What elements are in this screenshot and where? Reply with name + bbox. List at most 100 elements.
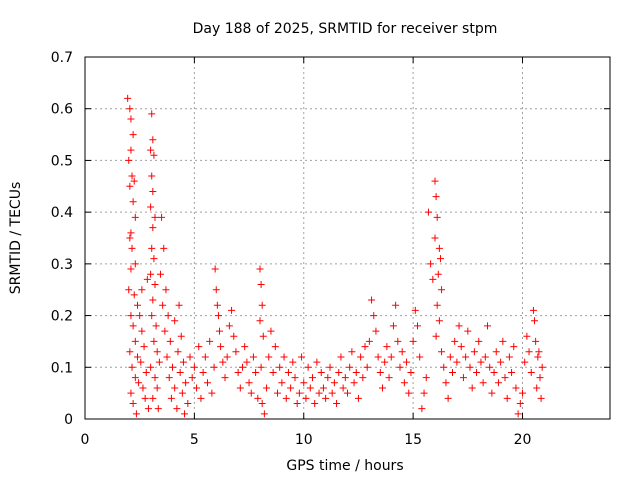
data-point xyxy=(195,343,203,351)
data-points xyxy=(124,94,546,418)
data-point xyxy=(274,389,281,397)
data-point xyxy=(213,301,221,309)
data-point xyxy=(451,337,459,345)
grid-lines xyxy=(85,57,610,419)
data-point xyxy=(140,343,148,351)
data-point xyxy=(497,358,505,366)
data-point xyxy=(403,358,411,366)
data-point xyxy=(137,358,145,366)
data-point xyxy=(184,399,192,407)
y-tick-label: 0.4 xyxy=(51,205,73,221)
data-point xyxy=(249,353,257,361)
data-point xyxy=(514,410,522,418)
data-point xyxy=(337,353,345,361)
data-point xyxy=(216,327,224,335)
data-point xyxy=(510,343,518,351)
data-point xyxy=(508,368,516,376)
data-point xyxy=(236,384,244,392)
data-point xyxy=(130,291,138,299)
data-point xyxy=(148,172,156,180)
data-point xyxy=(438,348,446,356)
data-point xyxy=(512,384,520,392)
data-point xyxy=(333,399,341,407)
data-point xyxy=(129,322,137,330)
data-point xyxy=(247,389,255,397)
y-tick-label: 0.7 xyxy=(51,50,73,66)
data-point xyxy=(125,156,133,164)
data-point xyxy=(315,389,323,397)
data-point xyxy=(429,275,437,283)
data-point xyxy=(260,410,268,418)
data-point xyxy=(257,281,265,289)
y-tick-label: 0.3 xyxy=(51,257,73,273)
data-point xyxy=(169,363,176,371)
data-point xyxy=(206,337,214,345)
y-tick-label: 0 xyxy=(64,412,73,428)
data-point xyxy=(499,337,507,345)
data-point xyxy=(335,368,343,376)
data-point xyxy=(434,270,442,278)
data-point xyxy=(225,322,233,330)
data-point xyxy=(459,374,467,382)
data-point xyxy=(453,358,461,366)
data-point xyxy=(179,358,187,366)
data-point xyxy=(466,363,474,371)
data-point xyxy=(221,374,229,382)
data-point xyxy=(432,193,440,201)
data-point xyxy=(295,389,303,397)
data-point xyxy=(127,115,135,123)
data-point xyxy=(181,410,189,418)
data-point xyxy=(175,301,183,309)
chart-title: Day 188 of 2025, SRMTID for receiver stp… xyxy=(193,21,498,37)
data-point xyxy=(147,203,155,211)
data-point xyxy=(534,353,542,361)
data-point xyxy=(138,286,146,294)
data-point xyxy=(173,405,181,413)
data-point xyxy=(470,348,478,356)
data-point xyxy=(126,105,134,113)
data-point xyxy=(527,368,535,376)
data-point xyxy=(389,322,397,330)
data-point xyxy=(432,332,440,340)
data-point xyxy=(199,368,207,376)
data-point xyxy=(464,327,472,335)
data-point xyxy=(516,399,524,407)
data-point xyxy=(330,379,338,387)
data-point xyxy=(217,343,225,351)
data-point xyxy=(232,348,240,356)
data-point xyxy=(431,234,439,242)
data-point xyxy=(276,363,284,371)
data-point xyxy=(311,399,319,407)
y-tick-label: 0.1 xyxy=(51,360,73,376)
data-point xyxy=(368,296,376,304)
data-point xyxy=(144,405,152,413)
data-point xyxy=(167,394,175,402)
data-point xyxy=(131,260,139,268)
data-point xyxy=(134,301,141,309)
data-point xyxy=(370,312,378,320)
data-point xyxy=(128,172,136,180)
data-point xyxy=(319,384,327,392)
data-point xyxy=(529,306,537,314)
data-point xyxy=(126,234,134,242)
data-point xyxy=(304,363,312,371)
data-point xyxy=(128,363,136,371)
data-point xyxy=(409,337,417,345)
data-point xyxy=(479,379,487,387)
data-point xyxy=(394,337,402,345)
data-point xyxy=(269,368,277,376)
data-point xyxy=(165,374,173,382)
data-point xyxy=(280,353,288,361)
data-point xyxy=(436,255,444,263)
data-point xyxy=(306,384,314,392)
data-point xyxy=(359,374,367,382)
data-point xyxy=(258,399,266,407)
data-point xyxy=(381,358,389,366)
data-point xyxy=(344,389,351,397)
data-point xyxy=(188,374,196,382)
data-point xyxy=(136,312,144,320)
x-tick-label: 20 xyxy=(514,432,532,448)
y-tick-label: 0.2 xyxy=(51,309,73,325)
data-point xyxy=(239,363,246,371)
